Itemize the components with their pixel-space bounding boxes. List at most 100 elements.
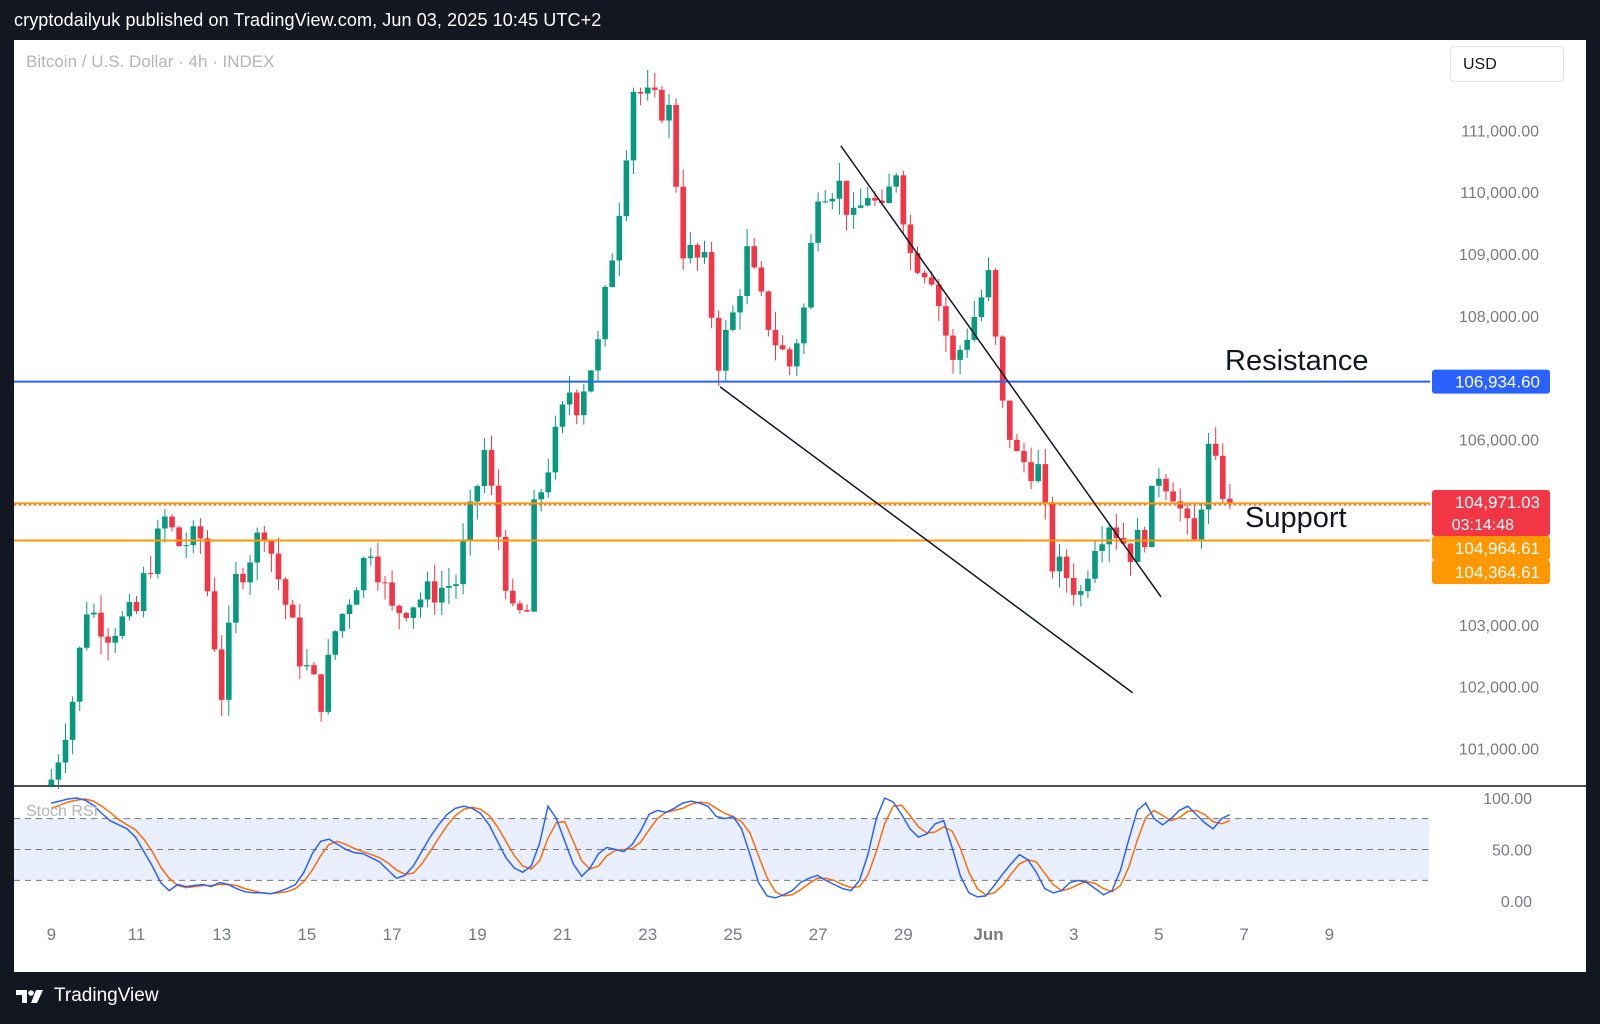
candle-body <box>346 604 353 615</box>
candle-body <box>318 674 324 712</box>
candle-body <box>907 224 914 253</box>
candle-body <box>55 762 62 780</box>
support-label: Support <box>1245 502 1347 534</box>
candle-body <box>304 665 310 667</box>
candle-body <box>581 391 587 416</box>
candle-body <box>829 198 836 202</box>
candle-body <box>453 584 459 586</box>
y-axis-tick-label: 102,000.00 <box>1459 680 1539 697</box>
candle-body <box>936 284 942 307</box>
candle-body <box>1078 591 1084 595</box>
candle-body <box>375 556 381 583</box>
candle-body <box>744 246 750 296</box>
candle-body <box>978 297 985 318</box>
x-axis-tick-label: 11 <box>128 925 146 944</box>
price-tag-countdown: 03:14:48 <box>1452 517 1514 534</box>
candle-body <box>289 604 296 618</box>
x-axis-tick-label: 19 <box>468 925 487 944</box>
x-axis-tick-label: 25 <box>723 925 742 944</box>
price-tag <box>1432 560 1550 584</box>
candle-body <box>879 200 885 204</box>
candle-body <box>431 581 438 603</box>
candle-body <box>382 582 388 584</box>
candle-body <box>602 286 608 340</box>
upper-trendline[interactable] <box>840 145 1162 598</box>
candle-body <box>183 545 189 547</box>
candle-body <box>1191 518 1198 540</box>
symbol-title: Bitcoin / U.S. Dollar · 4h · INDEX <box>26 52 274 71</box>
y-axis-tick-label: 109,000.00 <box>1459 247 1539 264</box>
candle-body <box>737 295 743 313</box>
y-axis-tick-label: 110,000.00 <box>1460 185 1539 202</box>
candle-body <box>616 216 623 261</box>
candle-body <box>1063 556 1070 579</box>
candle-body <box>801 307 807 344</box>
candle-body <box>197 526 204 539</box>
candle-body <box>1156 478 1162 486</box>
candle-body <box>69 701 76 740</box>
candle-body <box>233 573 239 623</box>
candle-body <box>254 532 260 563</box>
candle-body <box>1227 498 1233 503</box>
lower-trendline[interactable] <box>719 386 1134 694</box>
candle-body <box>481 450 488 487</box>
candle-body <box>1042 464 1049 503</box>
candle-body <box>595 339 601 371</box>
candle-body <box>928 277 935 285</box>
x-axis-tick-label: 9 <box>47 925 56 944</box>
y-axis-tick-label: 111,000.00 <box>1461 123 1539 140</box>
candle-body <box>822 201 828 203</box>
candle-body <box>403 613 410 618</box>
candle-body <box>1141 529 1148 547</box>
stoch-axis-tick-label: 100.00 <box>1483 791 1532 808</box>
candle-body <box>652 87 658 90</box>
x-axis-tick-label: Jun <box>973 925 1003 944</box>
candle-body <box>559 404 566 427</box>
currency-selector[interactable]: USD <box>1450 46 1564 82</box>
x-axis-tick-label: 21 <box>553 925 572 944</box>
candle-body <box>155 528 161 574</box>
candle-body <box>673 104 679 187</box>
candle-body <box>758 267 765 292</box>
x-axis-tick-label: 9 <box>1325 925 1334 944</box>
y-axis-tick-label: 101,000.00 <box>1459 741 1539 758</box>
price-tag-value: 104,964.61 <box>1455 539 1540 558</box>
candle-body <box>659 89 665 121</box>
candle-body <box>723 329 729 371</box>
price-tag <box>1432 536 1550 560</box>
tradingview-logo-icon <box>16 988 46 1004</box>
candle-body <box>339 614 346 632</box>
candle-body <box>772 329 779 346</box>
candle-body <box>730 312 736 330</box>
candle-body <box>843 180 850 215</box>
candle-body <box>971 317 978 340</box>
candle-body <box>48 779 55 786</box>
candle-body <box>396 605 402 614</box>
price-chart-svg[interactable]: Bitcoin / U.S. Dollar · 4h · INDEX 101,0… <box>14 40 1586 972</box>
candle-body <box>311 665 317 675</box>
candle-body <box>943 306 949 336</box>
candle-body <box>694 245 701 258</box>
indicator-label: Stoch RSI <box>26 803 98 820</box>
candle-body <box>914 252 921 273</box>
x-axis-tick-label: 17 <box>383 925 402 944</box>
candle-body <box>105 636 111 643</box>
candle-body <box>190 526 197 546</box>
candle-body <box>1028 462 1034 482</box>
candle-body <box>133 602 140 611</box>
x-axis-tick-label: 5 <box>1154 925 1163 944</box>
candle-body <box>1220 455 1226 499</box>
tradingview-brand-text: TradingView <box>54 985 159 1006</box>
price-tag <box>1432 490 1550 536</box>
candle-body <box>623 160 630 217</box>
candle-body <box>921 272 928 278</box>
candle-body <box>147 573 154 575</box>
y-axis-tick-label: 106,000.00 <box>1459 432 1539 449</box>
candle-body <box>1035 464 1041 482</box>
candle-body <box>91 612 97 615</box>
candle-body <box>360 557 367 591</box>
chart-panel[interactable]: Bitcoin / U.S. Dollar · 4h · INDEX 101,0… <box>14 40 1586 972</box>
candle-body <box>815 201 821 243</box>
candle-body <box>708 252 715 318</box>
candle-body <box>872 198 878 201</box>
